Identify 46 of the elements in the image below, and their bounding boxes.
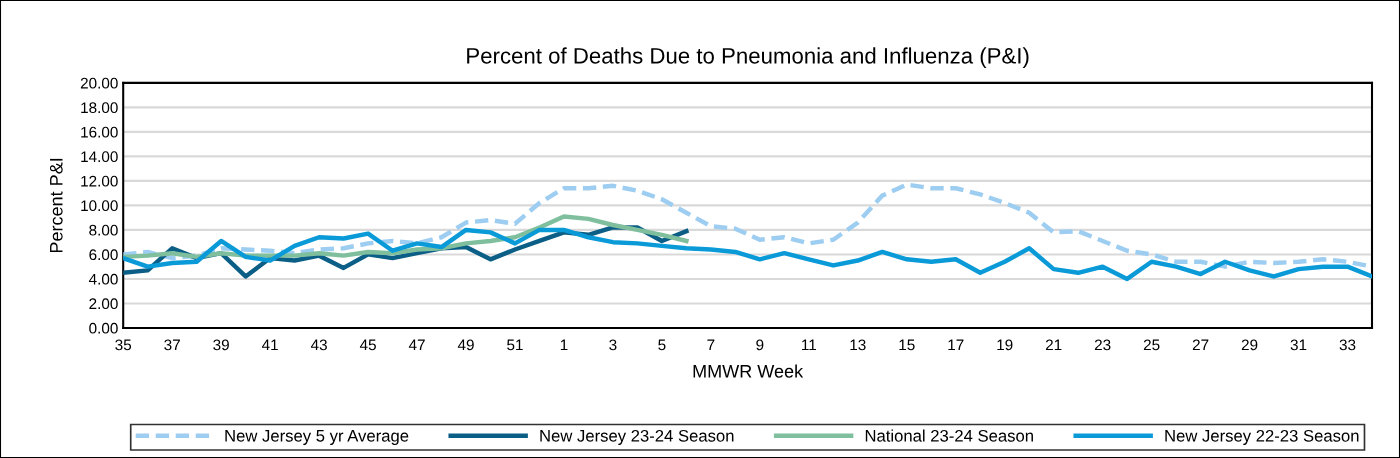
legend-label: New Jersey 23-24 Season bbox=[540, 429, 734, 446]
x-tick-label: 37 bbox=[164, 339, 180, 351]
y-tick-label: 6.00 bbox=[89, 249, 118, 261]
x-tick-label: 3 bbox=[609, 339, 617, 351]
x-tick-label: 25 bbox=[1143, 339, 1160, 351]
line-series bbox=[123, 227, 1372, 282]
x-tick-label: 39 bbox=[213, 339, 229, 351]
y-tick-label: 2.00 bbox=[89, 298, 118, 310]
x-tick-label: 21 bbox=[1045, 339, 1062, 351]
chart-title: Percent of Deaths Due to Pneumonia and Influenza (P&I) bbox=[467, 47, 1029, 69]
x-tick-label: 47 bbox=[408, 339, 425, 351]
x-tick-label: 33 bbox=[1339, 339, 1356, 351]
x-tick-label: 35 bbox=[115, 339, 132, 351]
y-tick-label: 14.00 bbox=[81, 151, 118, 163]
x-tick-label: 17 bbox=[948, 339, 964, 351]
x-tick-label: 11 bbox=[802, 339, 816, 351]
y-tick-label: 0.00 bbox=[89, 322, 118, 334]
x-tick-label: 5 bbox=[658, 339, 666, 351]
y-tick-label: 20.00 bbox=[80, 77, 118, 89]
x-axis-title: MMWR Week bbox=[693, 364, 804, 378]
x-tick-label: 51 bbox=[507, 339, 523, 351]
y-tick-label: 16.00 bbox=[81, 126, 118, 138]
x-tick-label: 1 bbox=[560, 339, 568, 351]
y-tick-label: 18.00 bbox=[81, 102, 118, 114]
x-tick-label: 31 bbox=[1290, 339, 1307, 351]
x-tick-label: 13 bbox=[850, 339, 866, 351]
x-tick-label: 15 bbox=[899, 339, 915, 351]
x-tick-label: 9 bbox=[756, 339, 764, 351]
line-series bbox=[123, 214, 689, 260]
x-tick-label: 29 bbox=[1241, 339, 1258, 351]
y-tick-label: 4.00 bbox=[88, 273, 118, 285]
x-tick-label: 41 bbox=[261, 339, 278, 351]
y-axis-title: Percent P&I bbox=[49, 158, 63, 253]
x-tick-label: 49 bbox=[457, 339, 474, 351]
x-tick-label: 43 bbox=[310, 339, 327, 351]
x-tick-label: 27 bbox=[1192, 339, 1209, 351]
x-tick-label: 23 bbox=[1094, 339, 1111, 351]
y-tick-label: 8.00 bbox=[89, 224, 118, 236]
legend-label: New Jersey 22-23 Season bbox=[1165, 429, 1359, 446]
x-tick-label: 45 bbox=[359, 339, 376, 351]
y-tick-label: 12.00 bbox=[81, 175, 118, 187]
y-tick-label: 10.00 bbox=[81, 200, 118, 212]
x-tick-label: 19 bbox=[997, 339, 1013, 351]
legend-label: National 23-24 Season bbox=[865, 429, 1033, 442]
x-tick-label: 7 bbox=[707, 339, 715, 351]
legend-label: New Jersey 5 yr Average bbox=[225, 430, 409, 446]
